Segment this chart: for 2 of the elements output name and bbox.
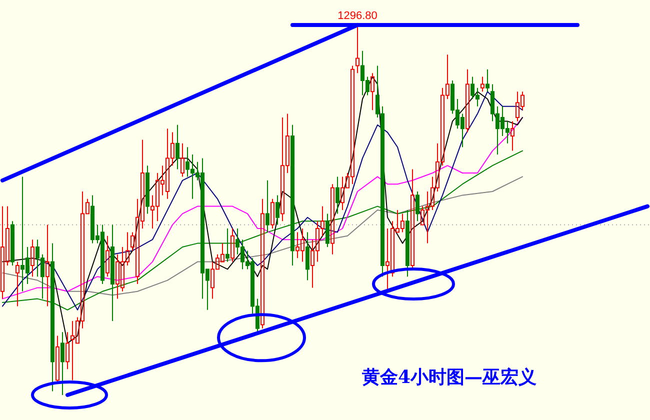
annotation: 1296.80 xyxy=(338,10,378,22)
text: 黄金4小时图—巫宏义 xyxy=(361,367,537,388)
